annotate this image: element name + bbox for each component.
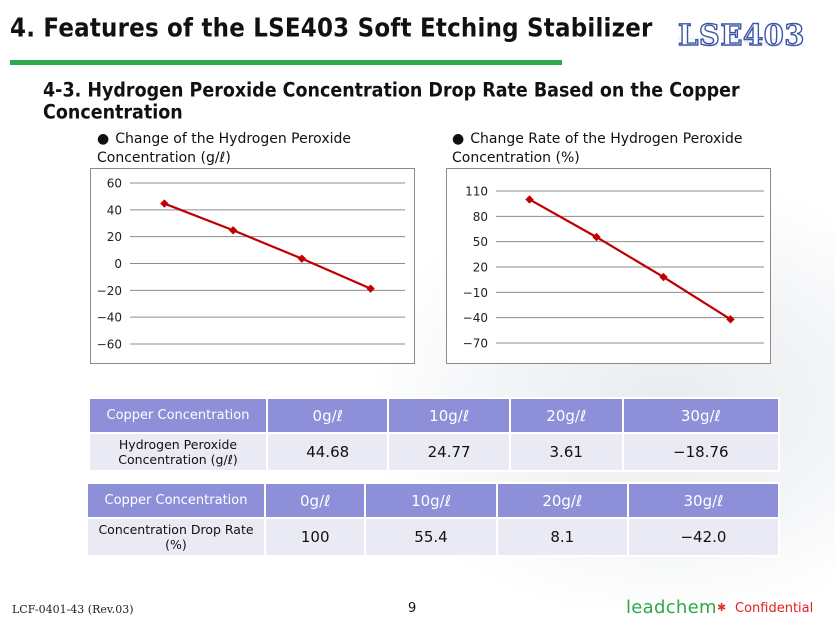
data-point	[160, 199, 169, 208]
table-cell: 24.77	[389, 434, 509, 470]
table-row-label: Concentration Drop Rate (%)	[88, 519, 264, 555]
y-tick-label: 60	[107, 177, 122, 191]
table-row: Concentration Drop Rate (%) 100 55.4 8.1…	[88, 519, 778, 555]
left-chart-caption: ● Change of the Hydrogen Peroxide Concent…	[97, 130, 351, 168]
data-point	[659, 272, 668, 282]
brand-mark-icon: ✱	[717, 601, 727, 614]
y-tick-label: 40	[107, 203, 122, 217]
table-header-label: Copper Concentration	[88, 484, 264, 517]
section-subtitle: 4-3. Hydrogen Peroxide Concentration Dro…	[43, 80, 740, 124]
left-line-chart: 60 40 20 0 −20 −40 −60	[90, 168, 415, 364]
chart-frame	[446, 168, 771, 364]
y-tick-label: 80	[473, 210, 488, 224]
data-point	[592, 232, 601, 242]
series-line	[163, 202, 372, 290]
data-point	[297, 254, 307, 263]
y-tick-label: −60	[97, 338, 122, 352]
table-header-row: Copper Concentration 0g/ℓ 10g/ℓ 20g/ℓ 30…	[88, 484, 778, 517]
page-number: 9	[408, 601, 417, 616]
table-header-cell: 20g/ℓ	[510, 399, 622, 432]
product-logo: LSE403	[677, 17, 805, 52]
table-cell: −18.76	[623, 434, 778, 470]
table-header-cell: 30g/ℓ	[623, 399, 778, 432]
y-tick-label: 20	[107, 230, 122, 244]
chart-frame	[90, 168, 415, 364]
left-chart-caption-line2: Concentration (g/ℓ)	[97, 150, 231, 166]
y-tick-label: −40	[463, 311, 488, 325]
y-tick-label: −70	[463, 337, 488, 351]
title-underline	[10, 60, 562, 65]
table-cell: 8.1	[497, 519, 627, 555]
table-header-cell: 0g/ℓ	[266, 484, 365, 517]
table-cell: 3.61	[510, 434, 622, 470]
row-label-line2: Concentration (g/ℓ)	[118, 452, 238, 467]
table-header-cell: 0g/ℓ	[268, 399, 388, 432]
table-row-label: Hydrogen Peroxide Concentration (g/ℓ)	[90, 434, 266, 470]
bullet-icon: ●	[97, 131, 110, 147]
confidential-label: Confidential	[735, 601, 814, 616]
data-point	[366, 284, 375, 293]
y-tick-label: −40	[97, 311, 122, 325]
table-row: Hydrogen Peroxide Concentration (g/ℓ) 44…	[90, 434, 778, 470]
row-label-line2: (%)	[165, 537, 187, 552]
data-point	[726, 315, 735, 324]
data-point	[525, 195, 534, 204]
y-tick-label: −20	[97, 284, 122, 298]
drop-rate-table: Copper Concentration 0g/ℓ 10g/ℓ 20g/ℓ 30…	[86, 482, 780, 557]
table-header-label: Copper Concentration	[90, 399, 266, 432]
y-tick-label: 50	[473, 235, 488, 249]
y-tick-label: 0	[114, 257, 122, 271]
table-cell: 44.68	[268, 434, 388, 470]
y-tick-label: 20	[473, 261, 488, 275]
right-chart-caption-line2: Concentration (%)	[452, 150, 580, 166]
data-point	[228, 226, 238, 235]
y-tick-label: 110	[465, 185, 488, 199]
right-line-chart: 110 80 50 20 −10 −40 −70	[446, 168, 771, 364]
hydrogen-peroxide-table: Copper Concentration 0g/ℓ 10g/ℓ 20g/ℓ 30…	[88, 397, 780, 472]
y-tick-label: −10	[463, 286, 488, 300]
bullet-icon: ●	[452, 131, 465, 147]
right-chart-caption-line1: Change Rate of the Hydrogen Peroxide	[470, 131, 743, 147]
leadchem-logo: leadchem	[626, 597, 717, 618]
table-header-cell: 20g/ℓ	[497, 484, 627, 517]
row-label-line1: Concentration Drop Rate	[98, 522, 254, 537]
table-header-cell: 10g/ℓ	[389, 399, 509, 432]
table-header-cell: 10g/ℓ	[366, 484, 496, 517]
series-line	[528, 198, 732, 321]
table-cell: 100	[266, 519, 365, 555]
left-chart-caption-line1: Change of the Hydrogen Peroxide	[115, 131, 351, 147]
table-header-row: Copper Concentration 0g/ℓ 10g/ℓ 20g/ℓ 30…	[90, 399, 778, 432]
right-chart-caption: ● Change Rate of the Hydrogen Peroxide Co…	[452, 130, 743, 168]
table-cell: 55.4	[366, 519, 496, 555]
row-label-line1: Hydrogen Peroxide	[118, 437, 238, 452]
page-title: 4. Features of the LSE403 Soft Etching S…	[10, 14, 653, 44]
table-cell: −42.0	[628, 519, 778, 555]
table-header-cell: 30g/ℓ	[628, 484, 778, 517]
document-code: LCF-0401-43 (Rev.03)	[12, 603, 134, 616]
